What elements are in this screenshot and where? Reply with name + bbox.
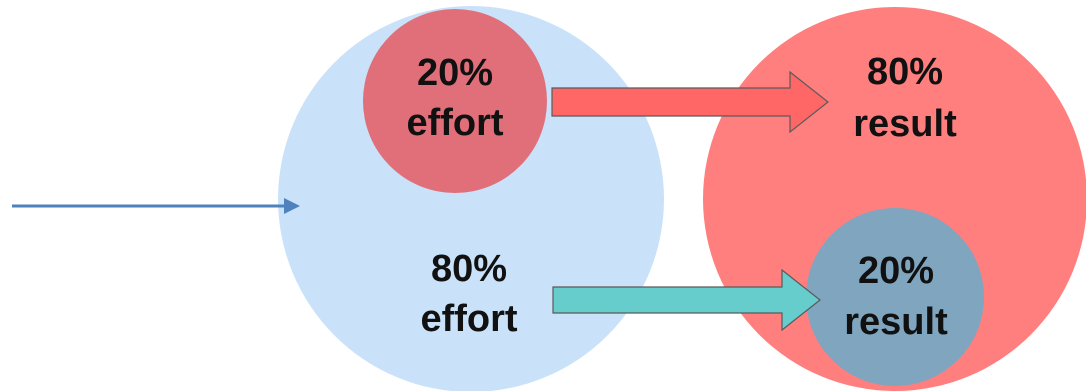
arrow-effort-to-result-bottom <box>552 268 821 332</box>
effort-small-word: effort <box>406 102 503 144</box>
effort-large-percent: 80% <box>431 248 507 290</box>
pointer-arrow <box>12 198 300 214</box>
result-small-word: result <box>844 301 948 343</box>
result-large-percent: 80% <box>867 51 943 93</box>
effort-small-circle <box>363 9 547 193</box>
result-large-word: result <box>853 103 957 145</box>
effort-large-word: effort <box>420 298 517 340</box>
arrow-effort-to-result-top <box>551 70 829 134</box>
result-small-circle <box>806 208 984 386</box>
result-small-percent: 20% <box>858 250 934 292</box>
effort-small-percent: 20% <box>417 52 493 94</box>
